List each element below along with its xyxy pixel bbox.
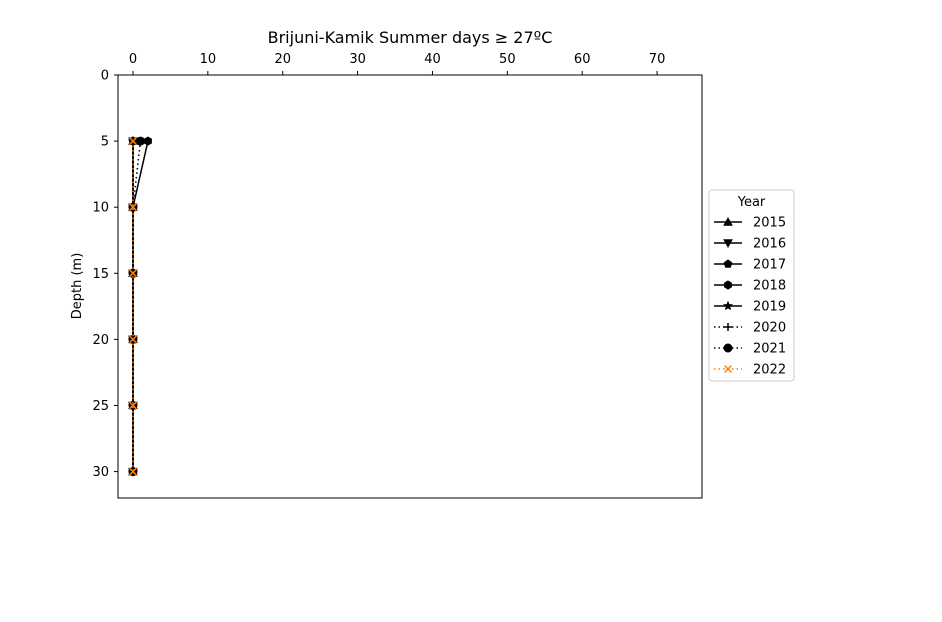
x-tick-label: 50 (499, 52, 516, 67)
y-tick-label: 10 (92, 201, 109, 216)
x-tick-label: 30 (349, 52, 366, 67)
y-tick-label: 15 (92, 267, 109, 282)
legend-label-2021: 2021 (753, 342, 786, 357)
legend-marker-2015 (723, 216, 733, 226)
x-tick-label: 10 (200, 52, 217, 67)
data-point-2022 (129, 137, 137, 146)
x-tick-label: 60 (574, 52, 591, 67)
legend-frame (708, 189, 795, 382)
x-tick-label: 70 (649, 52, 666, 67)
data-point-2022 (129, 467, 137, 476)
y-tick-label: 0 (101, 69, 109, 84)
legend-marker-2019 (722, 300, 734, 311)
plot-area: 0 10 20 30 40 50 60 70 0 5 10 15 20 25 30 (92, 52, 703, 499)
legend-label-2020: 2020 (753, 321, 786, 336)
x-tick-label: 0 (129, 52, 137, 67)
y-tick-label: 30 (92, 465, 109, 480)
y-tick-label: 20 (92, 333, 109, 348)
legend-marker-2022 (724, 365, 732, 373)
legend: Year 2015 2016 2017 2018 2019 2020 2021 2022 (708, 189, 795, 382)
legend-marker-2018 (724, 280, 732, 290)
data-point-2022 (129, 269, 137, 278)
data-point-2018 (143, 136, 152, 146)
legend-label-2016: 2016 (753, 237, 786, 252)
chart-title: Brijuni-Kamik Summer days ≥ 27ºC (268, 28, 553, 47)
x-tick-label: 40 (424, 52, 441, 67)
legend-label-2022: 2022 (753, 363, 786, 378)
legend-title: Year (737, 195, 766, 210)
legend-marker-2021 (723, 343, 733, 353)
x-tick-label: 20 (274, 52, 291, 67)
legend-marker-2017 (723, 259, 733, 268)
y-tick-label: 25 (92, 399, 109, 414)
legend-label-2017: 2017 (753, 258, 786, 273)
y-tick-label: 5 (101, 135, 109, 150)
data-point-2022 (129, 335, 137, 344)
legend-marker-2016 (723, 239, 733, 249)
y-axis-label: Depth (m) (70, 253, 85, 320)
legend-label-2019: 2019 (753, 300, 786, 315)
legend-label-2015: 2015 (753, 216, 786, 231)
legend-label-2018: 2018 (753, 279, 786, 294)
data-point-2022 (129, 203, 137, 212)
legend-marker-2020 (724, 323, 732, 331)
data-point-2022 (129, 401, 137, 410)
plot-frame (117, 74, 703, 499)
data-point-2021 (135, 136, 145, 146)
